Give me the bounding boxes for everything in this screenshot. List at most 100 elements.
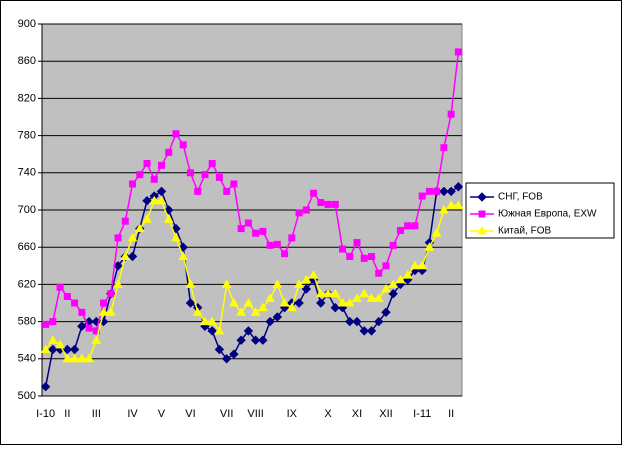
marker: [266, 241, 274, 249]
marker: [223, 187, 231, 195]
marker: [77, 321, 87, 331]
marker: [359, 326, 369, 336]
marker: [113, 261, 123, 271]
marker: [265, 316, 275, 327]
marker: [62, 353, 73, 363]
x-tick-label: XI: [352, 408, 362, 420]
marker: [69, 344, 80, 355]
marker: [142, 195, 152, 206]
marker: [411, 222, 419, 230]
marker: [317, 199, 325, 207]
marker: [359, 288, 370, 298]
legend-label: СНГ, FOB: [498, 192, 543, 203]
marker: [48, 335, 58, 344]
marker: [374, 316, 384, 327]
marker: [439, 204, 449, 214]
x-tick-label: VII: [220, 408, 233, 420]
marker: [323, 288, 333, 298]
marker: [55, 339, 65, 349]
y-tick-label: 660: [18, 241, 36, 253]
marker: [418, 192, 426, 200]
marker: [360, 254, 368, 262]
marker: [310, 189, 318, 197]
series-line: [44, 186, 459, 387]
x-tick-label: XII: [379, 408, 392, 420]
marker: [171, 232, 181, 242]
marker: [194, 187, 202, 195]
marker: [120, 251, 131, 260]
marker: [315, 288, 326, 298]
y-tick-label: 620: [18, 278, 36, 290]
marker: [113, 279, 123, 288]
x-tick-label: III: [92, 408, 101, 420]
marker: [179, 141, 187, 149]
marker: [272, 312, 283, 322]
marker: [215, 173, 223, 181]
marker: [258, 335, 268, 345]
marker: [373, 293, 384, 302]
marker: [324, 200, 332, 208]
y-tick-label: 820: [18, 92, 36, 104]
marker: [477, 192, 487, 202]
marker: [129, 180, 137, 188]
y-tick-label: 700: [18, 204, 36, 216]
marker: [294, 298, 304, 308]
marker: [127, 232, 138, 242]
marker: [134, 223, 145, 233]
marker: [353, 239, 361, 247]
marker: [243, 326, 254, 336]
x-tick-label: II: [448, 408, 454, 420]
marker: [178, 251, 189, 260]
marker: [49, 318, 57, 326]
marker: [250, 307, 261, 316]
marker: [172, 130, 180, 138]
marker: [388, 279, 399, 288]
marker: [339, 245, 347, 253]
marker: [208, 160, 216, 167]
x-tick-label: VIII: [247, 408, 264, 420]
marker: [453, 182, 464, 192]
marker: [250, 335, 261, 345]
x-tick-label: IV: [127, 408, 138, 420]
marker: [192, 307, 203, 316]
marker: [381, 307, 391, 318]
marker: [229, 349, 239, 359]
marker: [259, 227, 267, 235]
marker: [69, 353, 80, 363]
marker: [107, 290, 115, 298]
marker: [142, 214, 152, 223]
marker: [477, 225, 487, 235]
marker: [395, 274, 406, 284]
marker: [367, 253, 375, 260]
marker: [375, 269, 383, 277]
marker: [344, 297, 355, 307]
marker: [207, 326, 217, 336]
marker: [478, 210, 486, 218]
marker: [331, 200, 339, 208]
marker: [295, 209, 303, 217]
marker: [214, 344, 225, 355]
marker: [221, 354, 232, 364]
marker: [381, 284, 391, 293]
marker: [121, 217, 129, 225]
marker: [366, 293, 377, 302]
marker: [396, 226, 404, 234]
marker: [265, 293, 275, 302]
marker: [286, 302, 297, 312]
marker: [143, 160, 151, 167]
marker: [236, 335, 246, 345]
series-line: [45, 51, 460, 332]
legend-label: Китай, FOB: [498, 226, 551, 237]
x-tick-label: I-11: [413, 408, 431, 420]
marker: [425, 187, 433, 195]
legend: [465, 182, 615, 239]
marker: [382, 262, 390, 270]
y-tick-label: 900: [18, 18, 36, 30]
marker: [273, 240, 281, 248]
marker: [345, 316, 355, 327]
marker: [346, 253, 354, 260]
marker: [84, 353, 94, 363]
marker: [302, 206, 310, 214]
